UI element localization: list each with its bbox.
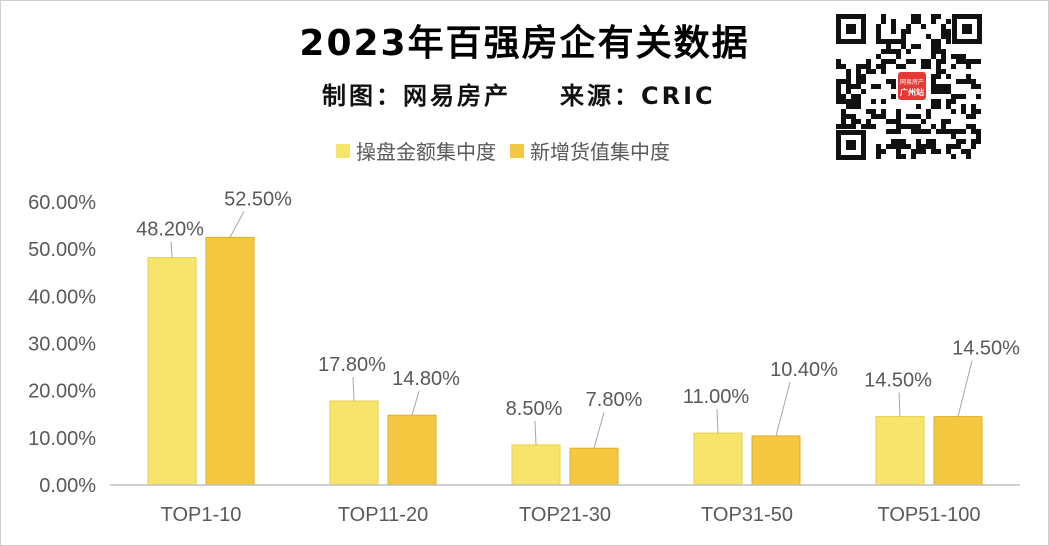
label-leader-line (775, 381, 791, 437)
label-leader-line (534, 420, 537, 445)
legend-item-series2: 新增货值集中度 (510, 136, 670, 165)
legend: 操盘金额集中度 新增货值集中度 (336, 136, 684, 165)
credit-text: 制图：网易房产 (322, 82, 511, 110)
label-leader-line (957, 360, 973, 417)
chart-title: 2023年百强房企有关数据 (299, 23, 750, 64)
data-label: 14.50% (864, 370, 932, 392)
data-label: 48.20% (136, 219, 204, 241)
label-leader-line (716, 409, 719, 434)
bar-series1 (329, 400, 379, 486)
y-tick-label: 60.00% (28, 192, 96, 214)
bar-series2 (387, 414, 437, 486)
data-label: 14.50% (952, 338, 1020, 360)
data-label: 7.80% (586, 389, 643, 411)
y-axis: 0.00% 10.00% 20.00% 30.00% 40.00% 50.00% 60.00… (28, 192, 96, 497)
x-tick-label: TOP51-100 (877, 504, 980, 526)
label-leader-line (411, 391, 420, 416)
bar-series1 (693, 432, 743, 486)
x-tick-label: TOP11-20 (338, 504, 428, 526)
bar-series1 (875, 416, 925, 486)
legend-label-series1: 操盘金额集中度 (356, 140, 496, 164)
y-tick-label: 30.00% (28, 334, 96, 356)
data-label: 8.50% (506, 398, 563, 420)
data-label: 11.00% (683, 386, 750, 408)
x-tick-label: TOP1-10 (161, 504, 242, 526)
bar-series2 (751, 435, 801, 486)
bar-series1 (511, 444, 561, 486)
x-tick-label: TOP31-50 (701, 504, 793, 526)
bar-series2 (933, 416, 983, 486)
label-leader-line (352, 377, 355, 402)
qr-code-icon: 网易房产 广州站 (836, 14, 982, 160)
label-leader-line (593, 412, 605, 449)
qr-badge (898, 72, 926, 100)
qr-badge-line2: 广州站 (900, 87, 924, 97)
legend-swatch-series2 (510, 143, 524, 158)
y-tick-label: 0.00% (39, 475, 96, 497)
legend-label-series2: 新增货值集中度 (530, 140, 670, 164)
bar-series2 (205, 236, 255, 486)
y-tick-label: 20.00% (28, 381, 96, 403)
bars: 48.20% 52.50% 17.80% 14.80% 8.50% 7.80% 11.00%… (136, 188, 1020, 486)
y-tick-label: 40.00% (28, 286, 96, 308)
y-tick-label: 10.00% (28, 428, 96, 450)
label-leader-line (229, 211, 245, 238)
bar-series2 (569, 447, 619, 486)
x-tick-label: TOP21-30 (519, 504, 611, 526)
data-label: 10.40% (770, 359, 838, 381)
label-leader-line (898, 392, 901, 417)
y-tick-label: 50.00% (28, 239, 96, 261)
bar-series1 (147, 257, 197, 486)
data-label: 17.80% (318, 354, 386, 376)
qr-badge-line1: 网易房产 (900, 78, 924, 86)
label-leader-line (170, 241, 173, 258)
x-axis: TOP1-10 TOP11-20 TOP21-30 TOP31-50 TOP51-100 (110, 484, 1020, 526)
legend-swatch-series1 (336, 143, 350, 158)
data-label: 14.80% (392, 368, 460, 390)
source-text: 来源：CRIC (560, 82, 716, 110)
legend-item-series1: 操盘金额集中度 (336, 136, 496, 165)
data-label: 52.50% (224, 188, 292, 210)
